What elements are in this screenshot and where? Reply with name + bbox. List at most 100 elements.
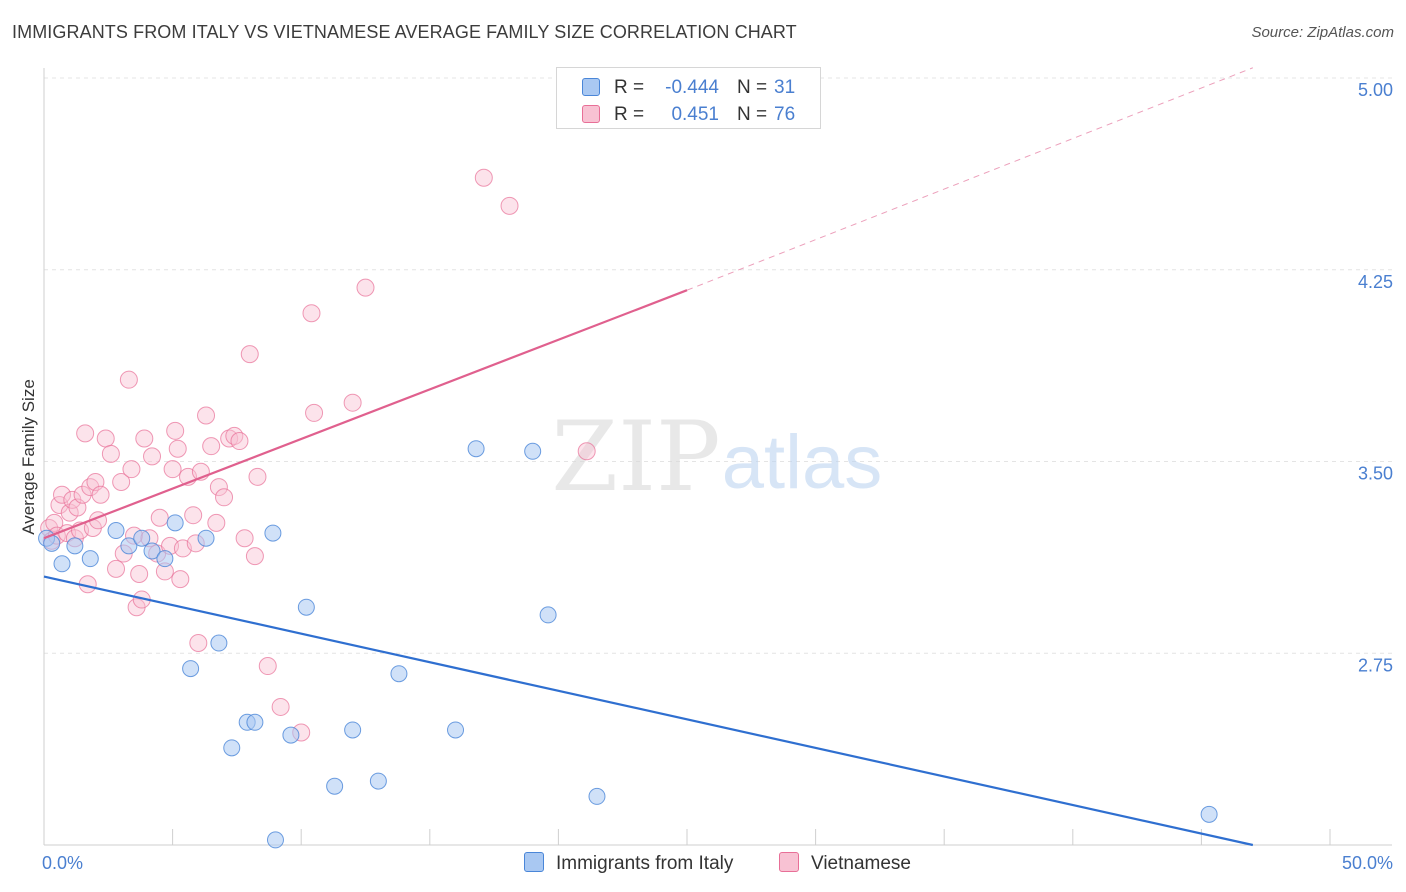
data-point-vietnamese [500, 196, 519, 215]
data-point-vietnamese [171, 570, 190, 589]
data-point-vietnamese [150, 508, 169, 527]
data-point-vietnamese [53, 485, 72, 504]
legend-row-vietnamese: R = 0.451 N = 76 [557, 101, 820, 127]
data-point-vietnamese [101, 444, 120, 463]
data-point-vietnamese [271, 697, 290, 716]
legend-swatch-italy [582, 78, 600, 96]
data-point-vietnamese [81, 478, 100, 497]
x-tick-label-max: 50.0% [1342, 853, 1393, 873]
italy-points [38, 440, 1218, 849]
data-point-vietnamese [343, 393, 362, 412]
trend-line-vietnamese-extrapolated [686, 67, 1254, 291]
data-point-italy [282, 726, 300, 744]
data-point-italy [182, 660, 200, 678]
data-point-vietnamese [240, 345, 259, 364]
y-tick-label: 5.00 [1358, 80, 1393, 100]
data-point-vietnamese [302, 304, 321, 323]
data-point-italy [156, 550, 174, 568]
data-point-vietnamese [166, 421, 185, 440]
data-point-vietnamese [143, 447, 162, 466]
legend-label-italy: Immigrants from Italy [556, 853, 734, 874]
data-point-vietnamese [122, 460, 141, 479]
y-tick-label: 4.25 [1358, 272, 1393, 292]
watermark: ZIP atlas [551, 401, 882, 513]
legend-item-italy[interactable]: Immigrants from Italy [524, 852, 733, 875]
source-label: Source: ZipAtlas.com [1251, 24, 1394, 41]
legend-row-italy: R = -0.444 N = 31 [557, 74, 820, 100]
data-point-vietnamese [96, 429, 115, 448]
legend-r-label: R = [614, 104, 645, 125]
data-point-vietnamese [163, 460, 182, 479]
data-point-italy [53, 555, 71, 573]
data-point-vietnamese [577, 442, 596, 461]
data-point-vietnamese [168, 439, 187, 458]
legend-swatch-vietnamese [582, 105, 600, 123]
data-point-vietnamese [135, 429, 154, 448]
grid-lines [44, 77, 1392, 654]
data-point-italy [107, 522, 125, 540]
legend-swatch-italy [524, 852, 544, 872]
data-point-vietnamese [112, 472, 131, 491]
y-tick-label: 2.75 [1358, 655, 1393, 675]
data-point-italy [266, 831, 284, 849]
legend-r-label: R = [614, 77, 645, 98]
data-point-vietnamese [245, 547, 264, 566]
data-point-vietnamese [258, 657, 277, 676]
series-legend: Immigrants from Italy Vietnamese [0, 852, 1406, 876]
data-point-italy [390, 665, 408, 683]
data-point-italy [1200, 805, 1218, 823]
y-tick-labels: 2.75 3.50 4.25 5.00 [1358, 80, 1393, 675]
legend-n-label: N = [737, 104, 768, 125]
data-point-vietnamese [215, 488, 234, 507]
legend-swatch-vietnamese [779, 852, 799, 872]
data-point-vietnamese [130, 564, 149, 583]
data-point-italy [166, 514, 184, 532]
trend-line-italy [43, 575, 1254, 847]
data-point-italy [197, 529, 215, 547]
data-point-vietnamese [119, 370, 138, 389]
data-point-vietnamese [305, 403, 324, 422]
data-point-vietnamese [184, 506, 203, 525]
x-tick-label-min: 0.0% [42, 853, 83, 873]
data-point-italy [210, 634, 228, 652]
legend-n-value: 76 [774, 104, 796, 125]
legend-n-label: N = [737, 77, 768, 98]
trend-lines [43, 67, 1254, 847]
legend-label-vietnamese: Vietnamese [811, 853, 911, 874]
data-point-vietnamese [225, 426, 244, 445]
data-point-vietnamese [230, 432, 249, 451]
data-point-vietnamese [356, 278, 375, 297]
data-point-vietnamese [248, 467, 267, 486]
legend-r-value: -0.444 [665, 77, 719, 98]
data-point-vietnamese [73, 485, 92, 504]
data-point-italy [223, 739, 241, 757]
y-axis-title: Average Family Size [19, 379, 38, 535]
data-point-vietnamese [197, 406, 216, 425]
data-point-italy [524, 442, 542, 460]
vietnamese-points [40, 168, 596, 742]
data-point-vietnamese [209, 478, 228, 497]
watermark-atlas: atlas [722, 420, 883, 505]
legend-r-value: 0.451 [671, 104, 719, 125]
data-point-vietnamese [235, 529, 254, 548]
data-point-vietnamese [91, 485, 110, 504]
data-point-italy [143, 542, 161, 560]
data-point-italy [81, 550, 99, 568]
data-point-vietnamese [189, 634, 208, 653]
chart-title: IMMIGRANTS FROM ITALY VS VIETNAMESE AVER… [12, 22, 797, 42]
data-point-italy [297, 598, 315, 616]
data-point-vietnamese [474, 168, 493, 187]
data-point-vietnamese [207, 513, 226, 532]
axes [43, 68, 1392, 846]
watermark-zip: ZIP [551, 401, 720, 513]
data-point-italy [467, 440, 485, 458]
data-point-italy [246, 713, 264, 731]
data-point-italy [326, 777, 344, 795]
data-point-vietnamese [220, 429, 239, 448]
data-point-italy [447, 721, 465, 739]
data-point-vietnamese [202, 437, 221, 456]
legend-item-vietnamese[interactable]: Vietnamese [779, 852, 911, 875]
data-point-italy [588, 787, 606, 805]
trend-line-vietnamese [43, 289, 688, 540]
